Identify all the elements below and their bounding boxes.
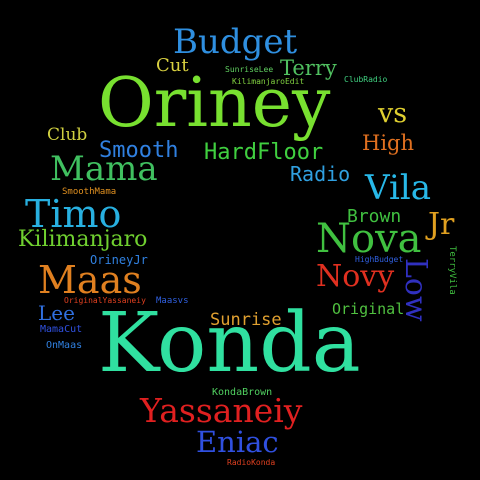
- word-nova: Nova: [316, 216, 422, 262]
- word-smoothmama: SmoothMama: [62, 187, 117, 197]
- word-radiokonda: RadioKonda: [227, 458, 276, 467]
- word-mama: Mama: [50, 149, 158, 189]
- word-vila: Vila: [365, 168, 431, 208]
- word-originalyassaneiy: OriginalYassaneiy: [64, 296, 146, 305]
- word-konda: Konda: [98, 296, 361, 391]
- word-radio: Radio: [290, 162, 351, 186]
- word-onmaas: OnMaas: [46, 340, 83, 351]
- word-maas: Maas: [38, 258, 142, 302]
- word-budget: Budget: [173, 22, 298, 62]
- word-novy: Novy: [316, 259, 395, 294]
- word-lee: Lee: [38, 301, 75, 325]
- word-kilimanjaroedit: KilimanjaroEdit: [232, 77, 305, 86]
- word-smooth: Smooth: [99, 138, 179, 163]
- word-mamacut: MamaCut: [40, 324, 83, 335]
- word-jr: Jr: [428, 207, 455, 242]
- word-eniac: Eniac: [196, 425, 279, 459]
- word-terryvila: TerryVila: [447, 246, 457, 295]
- word-kondabrown: KondaBrown: [212, 387, 273, 398]
- word-clubradio: ClubRadio: [344, 75, 388, 84]
- word-original: Original: [332, 300, 405, 318]
- word-hardfloor: HardFloor: [204, 140, 324, 165]
- word-highbudget: HighBudget: [355, 255, 404, 264]
- word-brown: Brown: [347, 206, 402, 227]
- word-sunriselee: SunriseLee: [225, 65, 274, 74]
- word-high: High: [362, 131, 414, 155]
- word-yassaneiy: Yassaneiy: [140, 391, 303, 430]
- word-maasvs: Maasvs: [156, 296, 189, 306]
- word-kilimanjaro: Kilimanjaro: [18, 227, 148, 252]
- word-sunrise: Sunrise: [210, 310, 282, 330]
- word-vs: vs: [378, 98, 408, 129]
- word-terry: Terry: [280, 56, 337, 80]
- word-cut: Cut: [156, 55, 189, 76]
- word-low: Low: [398, 258, 433, 322]
- word-orineyjr: OrineyJr: [90, 253, 148, 267]
- word-club: Club: [47, 125, 88, 145]
- word-oriney: Oriney: [98, 64, 331, 143]
- word-timo: Timo: [25, 192, 122, 236]
